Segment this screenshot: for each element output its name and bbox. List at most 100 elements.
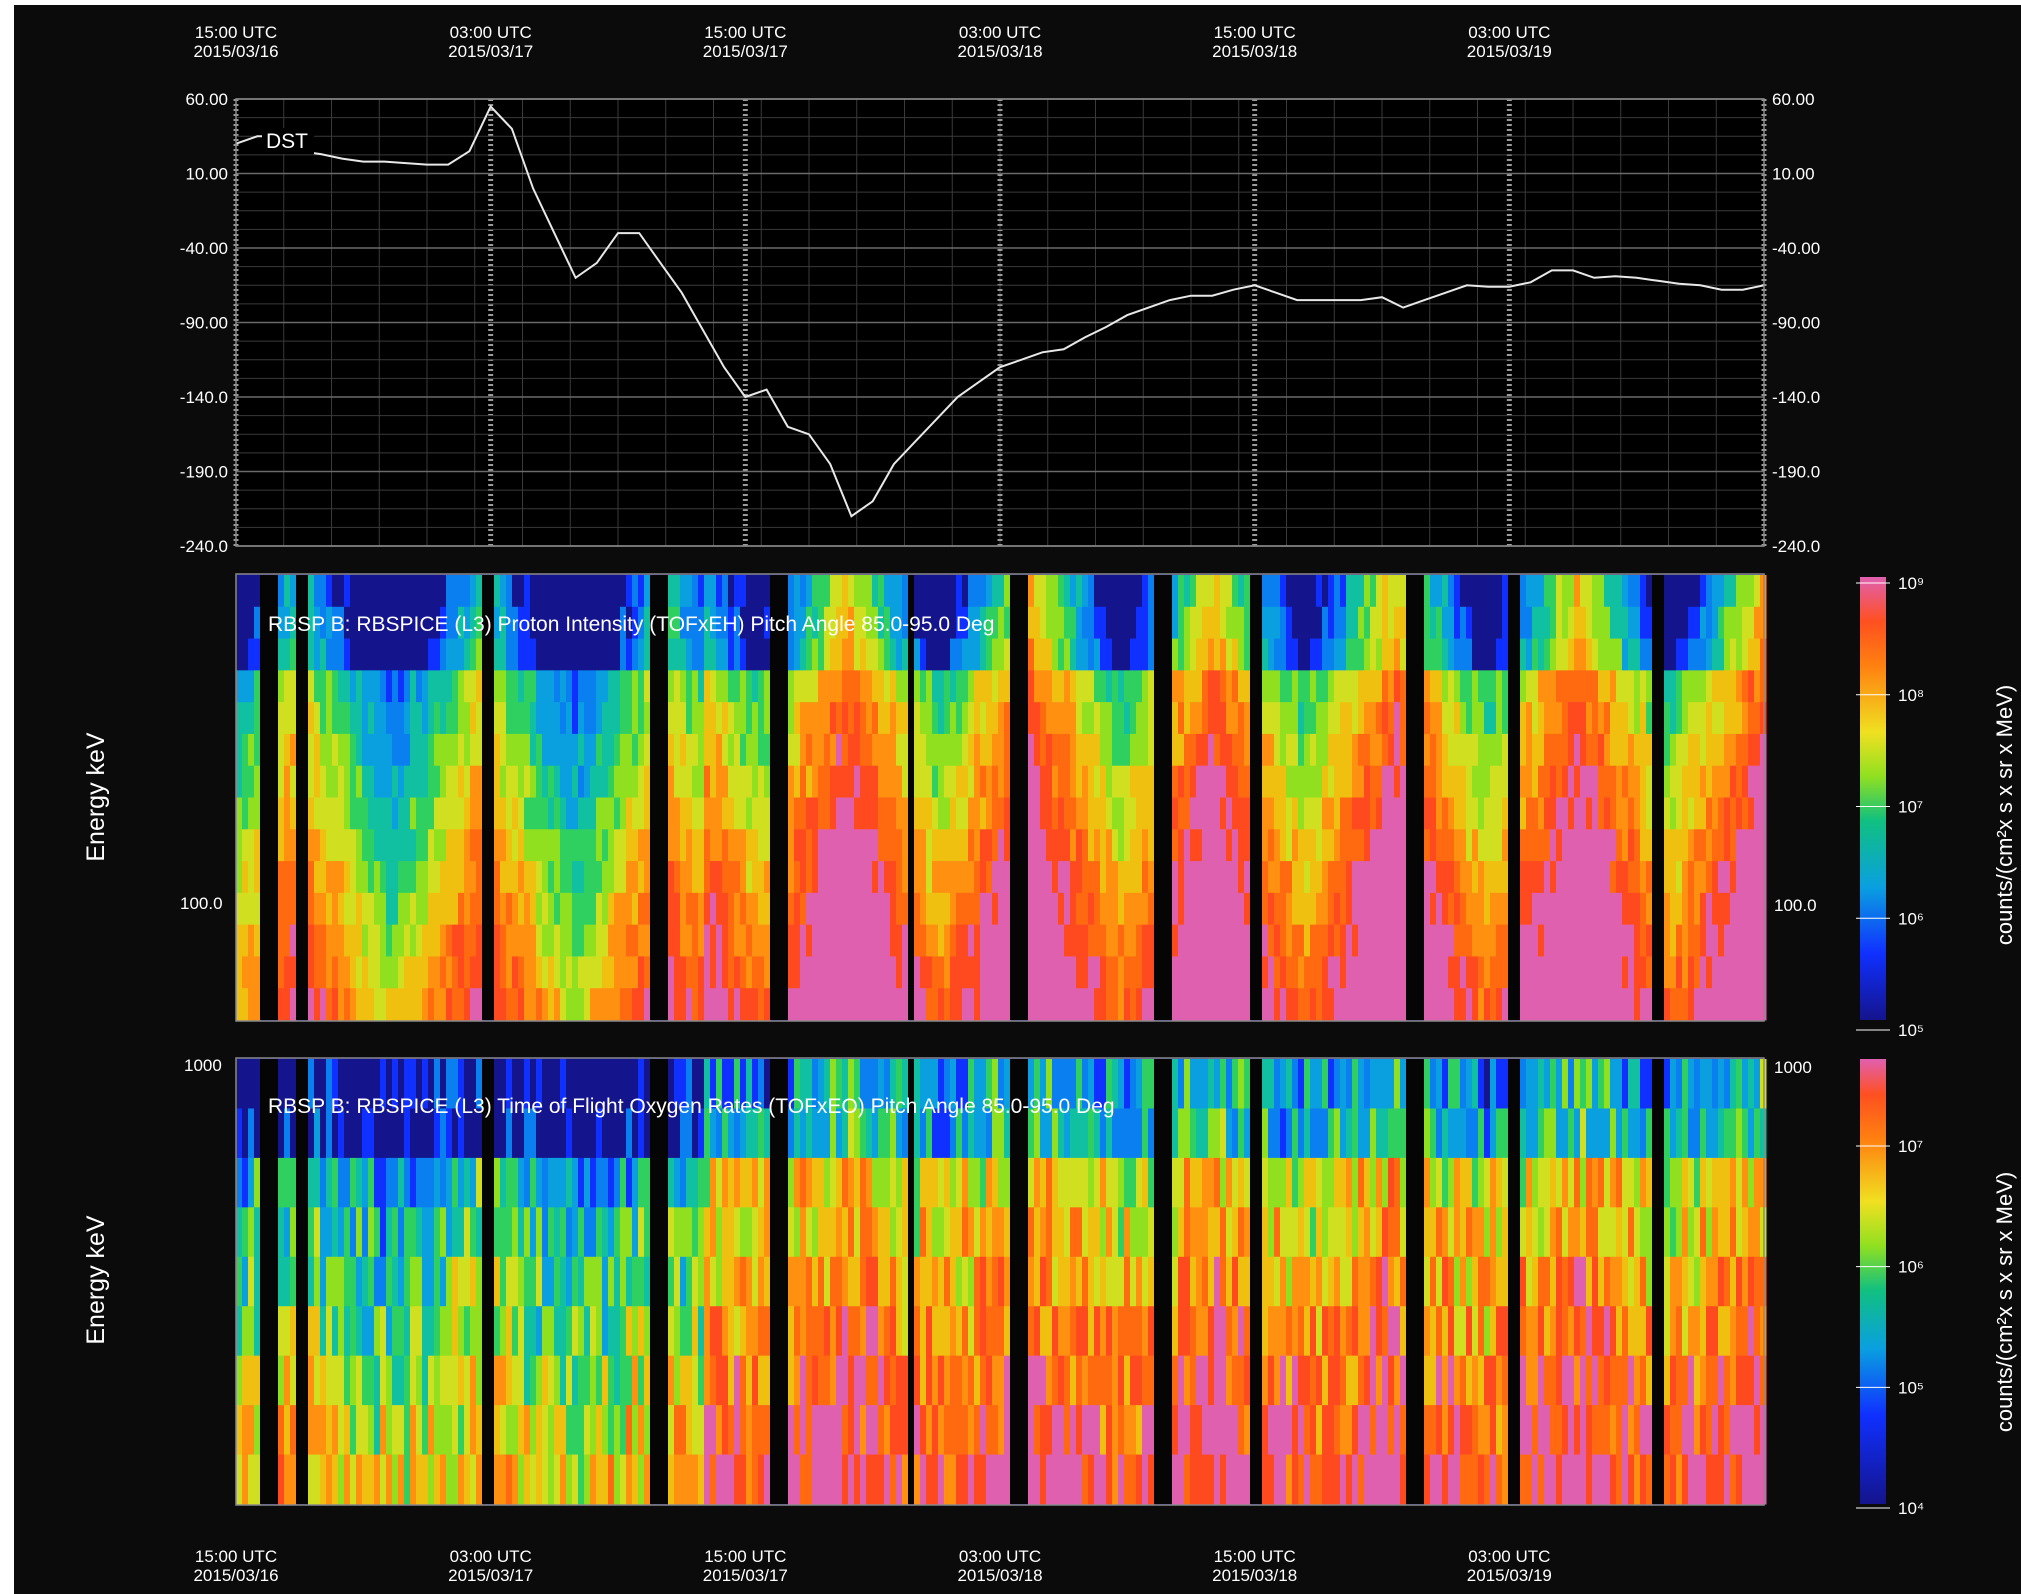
spectrogram-cell [1172, 670, 1179, 703]
spectrogram-cell [338, 861, 345, 894]
spectrogram-cell [1628, 606, 1635, 640]
spectrogram-cell [854, 702, 861, 735]
spectrogram-cell [830, 1306, 837, 1357]
spectrogram-cell [524, 1306, 531, 1357]
spectrogram-cell [806, 575, 813, 608]
spectrogram-cell [1298, 988, 1305, 1021]
spectrogram-cell [590, 988, 597, 1021]
spectrogram-cell [248, 924, 255, 957]
spectrogram-cell [1028, 1405, 1035, 1456]
spectrogram-cell [812, 702, 819, 735]
spectrogram-cell [1202, 1306, 1209, 1357]
spectrogram-cell [1538, 956, 1545, 989]
spectrogram-cell [1538, 988, 1545, 1021]
spectrogram-cell [1004, 1454, 1011, 1505]
spectrogram-cell [1586, 575, 1593, 608]
spectrogram-cell [1286, 861, 1293, 894]
spectrogram-cell [1532, 829, 1539, 862]
spectrogram-cell [1070, 956, 1077, 989]
spectrogram-cell [1232, 1108, 1239, 1159]
spectrogram-cell [1130, 956, 1137, 989]
spectrogram-cell [410, 765, 417, 798]
spectrogram-cell [1592, 956, 1599, 989]
spectrogram-cell [1322, 1108, 1329, 1159]
spectrogram-cell [794, 1306, 801, 1357]
spectrogram-cell [1574, 733, 1581, 767]
spectrogram-cell [344, 575, 351, 608]
spectrogram-cell [686, 575, 693, 608]
spectrogram-cell [326, 1355, 333, 1406]
spectrogram-cell [848, 1405, 855, 1456]
spectrogram-cell [1274, 575, 1281, 608]
spectrogram-cell [620, 733, 627, 767]
spectrogram-cell [1118, 765, 1125, 798]
spectrogram-cell [992, 988, 999, 1021]
spectrogram-cell [1232, 1405, 1239, 1456]
spectrogram-cell [344, 1157, 351, 1208]
spectrogram-cell [806, 606, 813, 640]
spectrogram-cell [1448, 1108, 1455, 1159]
spectrogram-cell [1634, 575, 1641, 608]
spectrogram-cell [1742, 670, 1749, 703]
spectrogram-cell [440, 765, 447, 798]
spectrogram-cell [380, 1355, 387, 1406]
spectrogram-cell [1118, 956, 1125, 989]
spectrogram-cell [572, 861, 579, 894]
spectrogram-cell [1274, 924, 1281, 957]
spectrogram-cell [950, 797, 957, 830]
dst-y-tick-left-4: -140.0 [180, 388, 228, 407]
spectrogram-cell [1700, 702, 1707, 735]
spectrogram-cell [1004, 1059, 1011, 1109]
spectrogram-cell [602, 670, 609, 703]
spectrogram-cell [698, 1108, 705, 1159]
spectrogram-cell [554, 1405, 561, 1456]
spectrogram-cell [752, 702, 759, 735]
spectrogram-cell [764, 575, 771, 608]
spectrogram-cell [704, 956, 711, 989]
spectrogram-cell [1382, 1108, 1389, 1159]
spectrogram-cell [434, 765, 441, 798]
spectrogram-cell [1340, 924, 1347, 957]
spectrogram-cell [1226, 702, 1233, 735]
spectrogram-cell [764, 861, 771, 894]
spectrogram-cell [1040, 956, 1047, 989]
spectrogram-cell [458, 765, 465, 798]
spectrogram-cell [668, 829, 675, 862]
spectrogram-cell [740, 702, 747, 735]
spectrogram-cell [434, 575, 441, 608]
spectrogram-cell [644, 861, 651, 894]
spectrogram-cell [554, 1157, 561, 1208]
spectrogram-cell [236, 638, 243, 671]
spectrogram-cell [1046, 1108, 1053, 1159]
spectrogram-cell [692, 1157, 699, 1208]
spectrogram-cell [1040, 1207, 1047, 1258]
spectrogram-cell [1298, 1157, 1305, 1208]
spectrogram-cell [1220, 1059, 1227, 1109]
spectrogram-cell [554, 1454, 561, 1505]
spectrogram-cell [668, 924, 675, 957]
spectrogram-cell [644, 575, 651, 608]
spectrogram-cell [590, 1306, 597, 1357]
spectrogram-cell [992, 733, 999, 767]
spectrogram-cell [632, 829, 639, 862]
spectrogram-cell [1172, 1108, 1179, 1159]
spectrogram-cell [1172, 892, 1179, 926]
spectrogram-cell [974, 892, 981, 926]
spectrogram-cell [632, 924, 639, 957]
spectrogram-cell [1304, 575, 1311, 608]
spectrogram-cell [236, 1108, 243, 1159]
spectrogram-cell [1520, 797, 1527, 830]
spectrogram-cell [614, 1108, 621, 1159]
spectrogram-cell [1718, 829, 1725, 862]
spectrogram-cell [1490, 702, 1497, 735]
spectrogram-cell [1052, 1256, 1059, 1307]
spectrogram-cell [1340, 1157, 1347, 1208]
spectrogram-cell [932, 1256, 939, 1307]
spectrogram-cell [998, 829, 1005, 862]
spectrogram-cell [1364, 924, 1371, 957]
spectrogram-cell [512, 638, 519, 671]
spectrogram-cell [932, 638, 939, 671]
spectrogram-cell [410, 1405, 417, 1456]
spectrogram-cell [1028, 765, 1035, 798]
